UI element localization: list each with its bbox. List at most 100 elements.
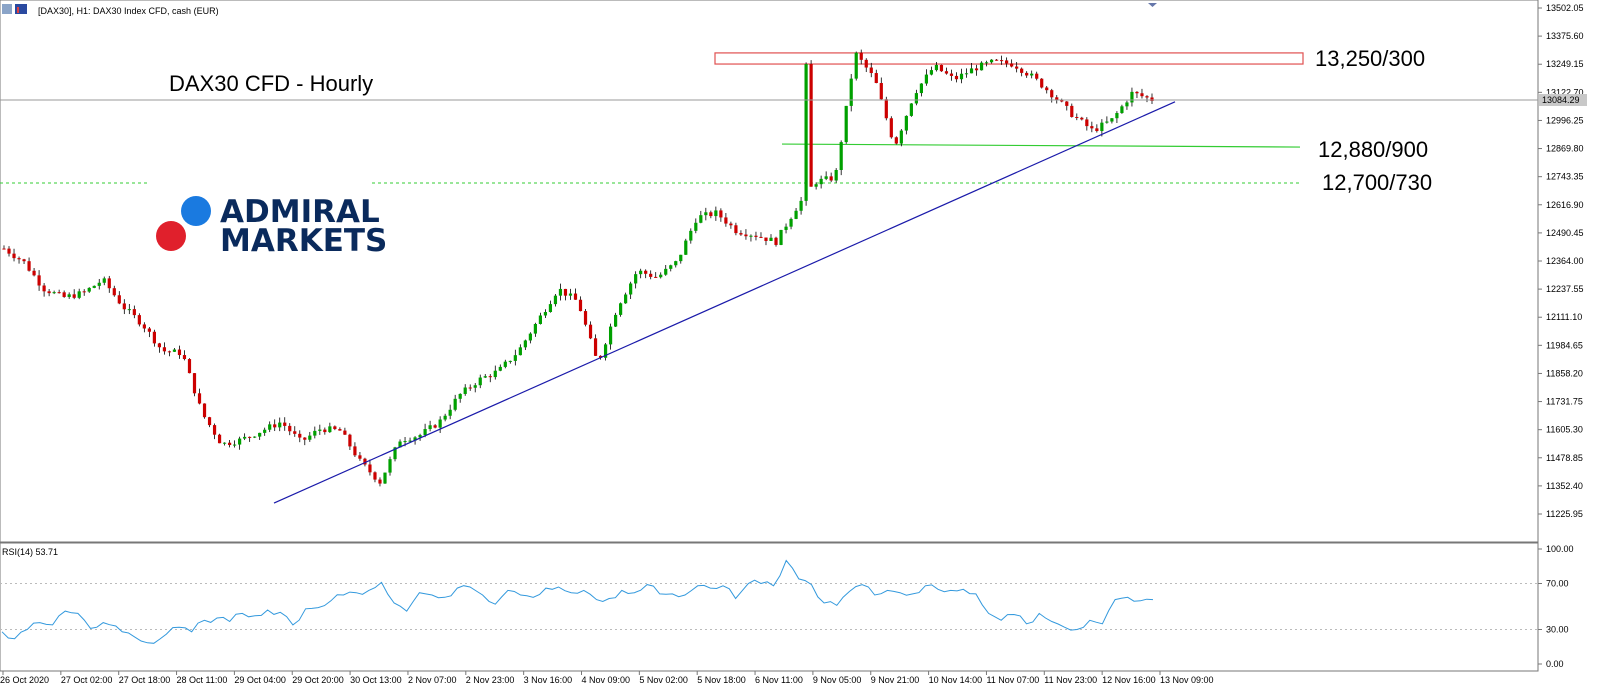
candle-body (112, 288, 116, 296)
bars-icon[interactable] (15, 4, 27, 14)
candle-body (92, 285, 96, 288)
price-levels (0, 52, 1304, 184)
candle-body (744, 234, 748, 237)
candle-body (1120, 106, 1124, 114)
candle-body (508, 360, 512, 362)
candle-body (328, 426, 332, 433)
candle-body (568, 293, 573, 296)
candle-body (7, 248, 11, 254)
time-tick-label: 5 Nov 02:00 (639, 675, 688, 685)
candle-body (959, 73, 964, 80)
support2-label: 12,700/730 (1322, 170, 1432, 195)
candle-body (308, 435, 312, 440)
candle-body (338, 429, 342, 431)
candle-body (1030, 73, 1034, 76)
price-tick-label: 12996.25 (1546, 115, 1584, 125)
candle-body (654, 276, 658, 278)
candle-body (1025, 72, 1029, 76)
candle-body (388, 459, 392, 473)
candle-body (323, 429, 327, 433)
candle-body (1035, 73, 1039, 79)
price-tick-label: 12237.55 (1546, 284, 1584, 294)
candle-body (1095, 128, 1099, 132)
trendline (273, 101, 1176, 504)
candle-body (974, 68, 979, 71)
candle-body (784, 226, 788, 230)
candle-body (964, 73, 969, 75)
candle-body (117, 295, 121, 304)
candle-body (1130, 91, 1134, 103)
candle-body (52, 292, 56, 294)
candle-body (608, 326, 613, 345)
candle-body (949, 73, 954, 76)
price-axis: 13502.05 13375.60 13249.15 13122.70 12996.25… (1538, 3, 1584, 519)
candle-body (408, 440, 412, 442)
candle-body (704, 212, 708, 216)
candle-body (57, 292, 61, 294)
candle-body (764, 237, 768, 241)
candle-body (398, 441, 402, 448)
candle-body (809, 64, 813, 187)
candle-body (794, 210, 798, 219)
candle-body (879, 83, 883, 100)
candle-body (37, 275, 41, 286)
rsi-plot-frame (0, 542, 1539, 672)
candle-body (127, 309, 131, 311)
candle-body (137, 315, 141, 325)
candle-body (383, 472, 387, 484)
candle-body (258, 432, 262, 437)
candle-body (769, 237, 773, 241)
candle-body (889, 118, 893, 138)
rsi-line (1, 559, 1154, 644)
current-price-label: 13084.29 (1542, 95, 1580, 105)
candle-body (62, 292, 66, 297)
time-tick-label: 12 Nov 16:00 (1102, 675, 1156, 685)
candle-body (689, 230, 693, 241)
candle-body (719, 210, 723, 218)
candle-body (1090, 126, 1094, 129)
resistance-label: 13,250/300 (1315, 46, 1425, 71)
candle-body (393, 447, 397, 460)
candle-body (157, 343, 162, 348)
chart-menu-icon[interactable] (2, 4, 12, 14)
price-tick-label: 12364.00 (1546, 256, 1584, 266)
candle-body (403, 441, 407, 443)
shift-marker-icon[interactable] (1148, 3, 1157, 7)
time-tick-label: 27 Oct 18:00 (119, 675, 171, 685)
candle-body (994, 59, 999, 61)
time-tick-label: 11 Nov 23:00 (1044, 675, 1097, 685)
candle-body (548, 304, 553, 313)
candle-body (1015, 66, 1019, 69)
candle-body (694, 222, 698, 231)
candle-body (849, 78, 853, 106)
price-tick-label: 12743.35 (1546, 172, 1584, 182)
candle-body (368, 464, 372, 473)
candle-body (298, 433, 302, 438)
candle-body (503, 361, 507, 367)
logo-line1: ADMIRAL (220, 194, 380, 230)
candle-body (513, 355, 517, 361)
candle-body (288, 425, 292, 432)
candle-body (979, 62, 984, 71)
candle-body (598, 355, 603, 358)
logo-blue-dot (181, 196, 211, 226)
candle-body (348, 434, 352, 447)
candle-body (1045, 87, 1049, 91)
candle-body (989, 59, 994, 63)
candle-body (1060, 99, 1064, 102)
candle-body (563, 288, 568, 296)
candle-body (243, 436, 247, 439)
candle-body (543, 312, 548, 316)
candle-body (32, 270, 36, 276)
candle-body (142, 324, 146, 329)
candle-body (1075, 116, 1079, 118)
rsi-tick-label: 0.00 (1546, 659, 1564, 669)
candle-body (844, 105, 848, 143)
candle-body (864, 59, 868, 68)
price-tick-label: 13249.15 (1546, 59, 1584, 69)
candle-body (593, 338, 598, 356)
time-tick-label: 3 Nov 16:00 (524, 675, 573, 685)
candle-body (167, 351, 172, 353)
time-tick-label: 27 Oct 02:00 (61, 675, 113, 685)
time-tick-label: 10 Nov 14:00 (929, 675, 983, 685)
